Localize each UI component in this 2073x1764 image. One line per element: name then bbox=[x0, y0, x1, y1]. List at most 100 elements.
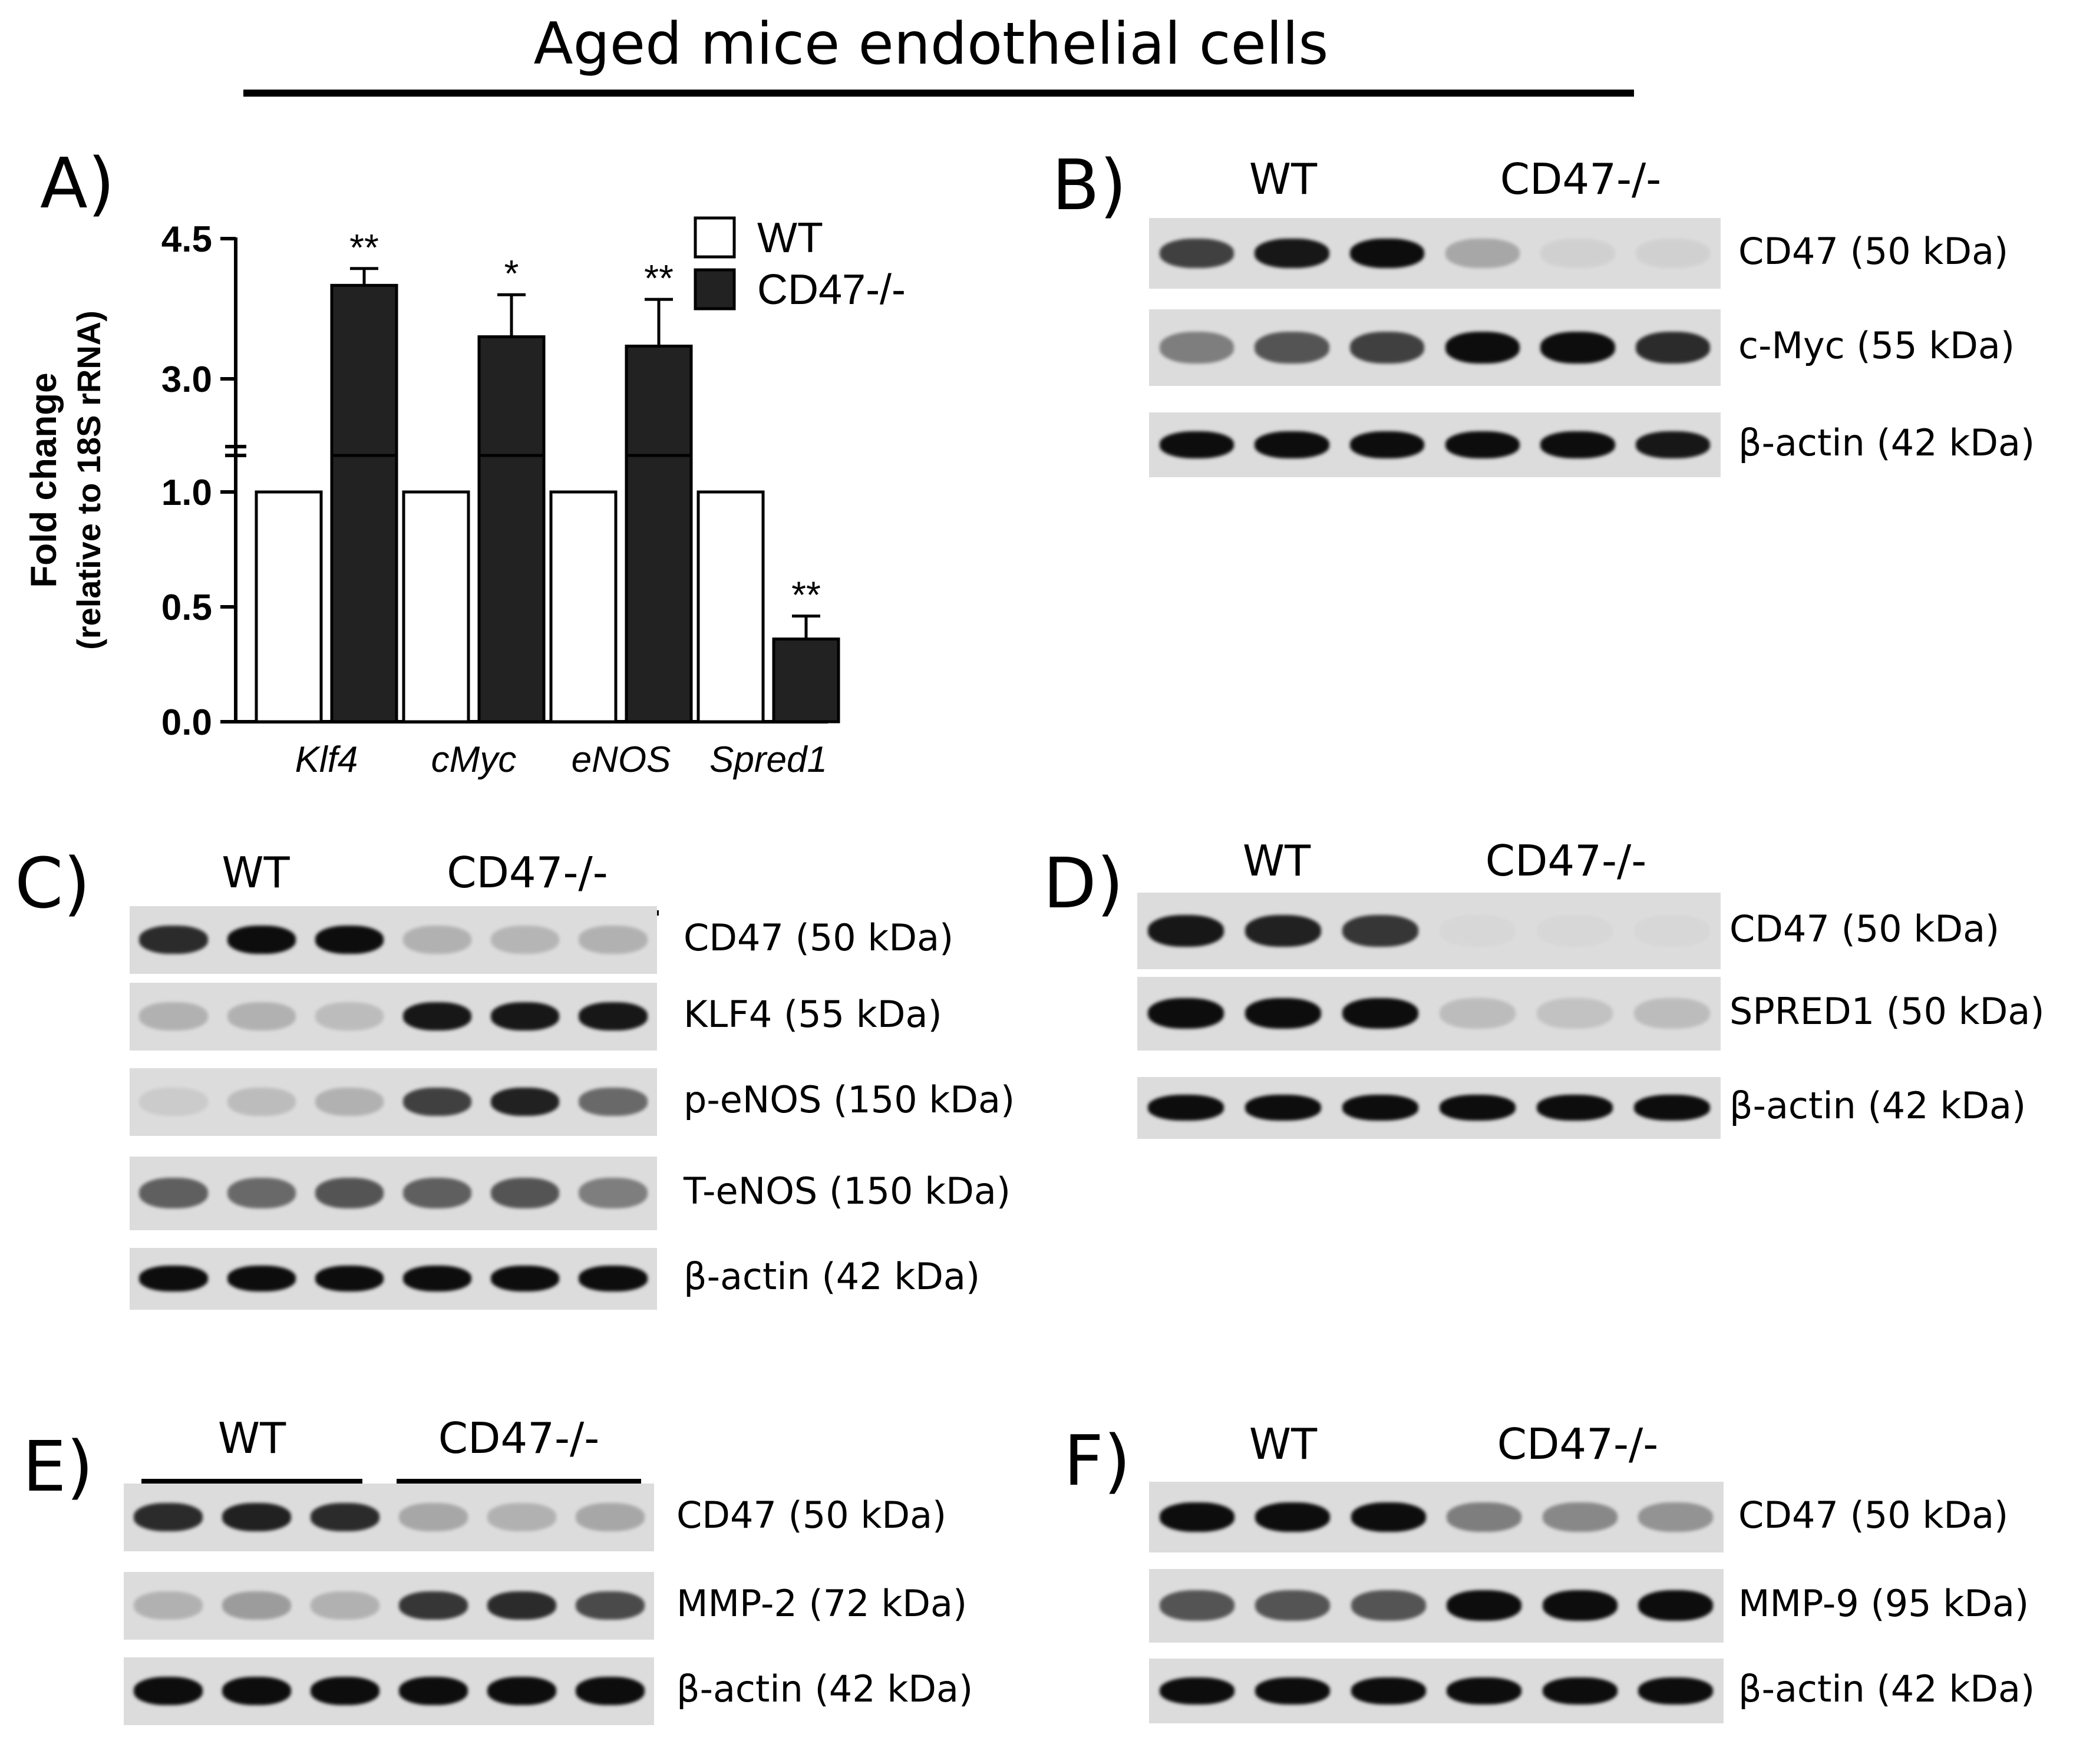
blot-band bbox=[1351, 1590, 1426, 1621]
blot-band bbox=[1255, 331, 1329, 364]
blot-band bbox=[1255, 238, 1329, 269]
blot-band bbox=[1255, 431, 1329, 459]
y-tick-label: 0.5 bbox=[161, 587, 212, 628]
blot-band bbox=[1350, 238, 1425, 269]
group-label-cd47-ko: CD47-/- bbox=[1497, 1419, 1659, 1469]
blot-band bbox=[579, 1177, 648, 1209]
legend-swatch bbox=[694, 216, 736, 259]
blot-strip bbox=[1149, 412, 1721, 477]
blot-band bbox=[139, 1265, 208, 1292]
blot-row-label: β-actin (42 kDa) bbox=[1738, 421, 2035, 464]
legend-label: WT bbox=[757, 214, 823, 262]
bar bbox=[330, 445, 398, 724]
blot-band bbox=[1445, 331, 1520, 364]
blot-strip bbox=[1149, 218, 1721, 289]
blot-band bbox=[1159, 431, 1234, 459]
blot-band bbox=[315, 1002, 384, 1031]
blot-strip bbox=[1149, 1568, 1724, 1643]
x-tick-label: Klf4 bbox=[295, 739, 358, 780]
blot-band bbox=[1542, 1502, 1618, 1532]
blot-band bbox=[575, 1591, 645, 1620]
blot-band bbox=[1255, 1677, 1331, 1705]
blot-strip bbox=[1149, 1659, 1724, 1723]
blot-band bbox=[1350, 331, 1425, 364]
bar bbox=[549, 490, 618, 724]
blot-band bbox=[1638, 1677, 1714, 1705]
bar bbox=[330, 283, 398, 457]
blot-band bbox=[1440, 997, 1516, 1029]
blot-band bbox=[402, 925, 472, 954]
x-tick-label: cMyc bbox=[431, 739, 517, 780]
blot-band bbox=[579, 1087, 648, 1116]
blot-band bbox=[579, 1265, 648, 1292]
blot-row-label: β-actin (42 kDa) bbox=[1738, 1667, 2035, 1710]
panel-label: B) bbox=[1052, 144, 1127, 226]
blot-band bbox=[1159, 1502, 1234, 1532]
blot-row-label: p-eNOS (150 kDa) bbox=[684, 1078, 1015, 1121]
title-underline bbox=[243, 90, 1634, 97]
panel-label: E) bbox=[22, 1426, 94, 1507]
blot-band bbox=[579, 925, 648, 954]
significance-label: ** bbox=[791, 574, 821, 616]
blot-band bbox=[1342, 914, 1418, 947]
blot-row-label: β-actin (42 kDa) bbox=[684, 1255, 981, 1298]
blot-band bbox=[487, 1676, 556, 1706]
bar bbox=[696, 490, 765, 724]
blot-row-label: β-actin (42 kDa) bbox=[1729, 1084, 2026, 1127]
blot-row-label: KLF4 (55 kDa) bbox=[684, 993, 942, 1036]
group-label-cd47-ko: CD47-/- bbox=[1485, 836, 1647, 886]
blot-band bbox=[575, 1676, 645, 1706]
y-tick-label: 4.5 bbox=[161, 219, 212, 260]
significance-label: ** bbox=[644, 257, 674, 299]
bar-chart-a: 0.0 0.5 1.0 3.0 4.5 Fold change (relative to 1… bbox=[24, 214, 906, 780]
blot-band bbox=[575, 1502, 645, 1532]
blot-band bbox=[1634, 915, 1710, 947]
blot-strip bbox=[130, 982, 657, 1051]
blot-strip bbox=[1137, 893, 1721, 969]
blot-band bbox=[402, 1087, 472, 1116]
blot-band bbox=[1540, 331, 1615, 364]
group-underline bbox=[141, 1479, 362, 1484]
group-label-wt: WT bbox=[217, 1413, 286, 1463]
blot-band bbox=[1634, 1094, 1710, 1121]
group-label-wt: WT bbox=[1249, 1419, 1318, 1469]
significance-label: ** bbox=[349, 226, 379, 269]
blot-band bbox=[1255, 1502, 1331, 1532]
blot-band bbox=[227, 1087, 296, 1116]
legend-swatch bbox=[694, 268, 736, 310]
bar bbox=[402, 490, 470, 724]
blot-row-label: β-actin (42 kDa) bbox=[676, 1667, 973, 1710]
blot-strip bbox=[124, 1657, 654, 1725]
y-tick-label: 1.0 bbox=[161, 473, 212, 513]
figure-title: Aged mice endothelial cells bbox=[533, 11, 1329, 78]
blot-band bbox=[1542, 1590, 1618, 1621]
blot-band bbox=[487, 1502, 556, 1532]
blot-band bbox=[222, 1502, 291, 1532]
blot-band bbox=[491, 1177, 560, 1209]
blot-band bbox=[1440, 915, 1516, 947]
blot-band bbox=[315, 1177, 384, 1209]
blot-row-label: CD47 (50 kDa) bbox=[1729, 907, 2000, 950]
blot-strip bbox=[130, 1247, 657, 1310]
blot-band bbox=[310, 1591, 379, 1620]
blot-row-label: T-eNOS (150 kDa) bbox=[684, 1170, 1011, 1213]
blot-band bbox=[491, 1002, 560, 1031]
panel-label: D) bbox=[1043, 843, 1124, 924]
blot-band bbox=[1636, 431, 1711, 459]
blot-band bbox=[1351, 1677, 1426, 1705]
blot-band bbox=[487, 1591, 556, 1620]
blot-band bbox=[1255, 1590, 1331, 1621]
blot-band bbox=[222, 1591, 291, 1620]
blot-band bbox=[402, 1265, 472, 1292]
blot-band bbox=[1351, 1502, 1426, 1532]
bar bbox=[625, 445, 693, 724]
blot-band bbox=[1440, 1094, 1516, 1121]
blot-band bbox=[1342, 1094, 1418, 1121]
significance-label: * bbox=[504, 252, 519, 295]
blot-band bbox=[227, 925, 296, 954]
blot-band bbox=[1148, 914, 1224, 947]
blot-strip bbox=[1149, 1482, 1724, 1552]
blot-band bbox=[1245, 914, 1321, 947]
blot-band bbox=[1159, 1677, 1234, 1705]
blot-band bbox=[1342, 997, 1418, 1029]
